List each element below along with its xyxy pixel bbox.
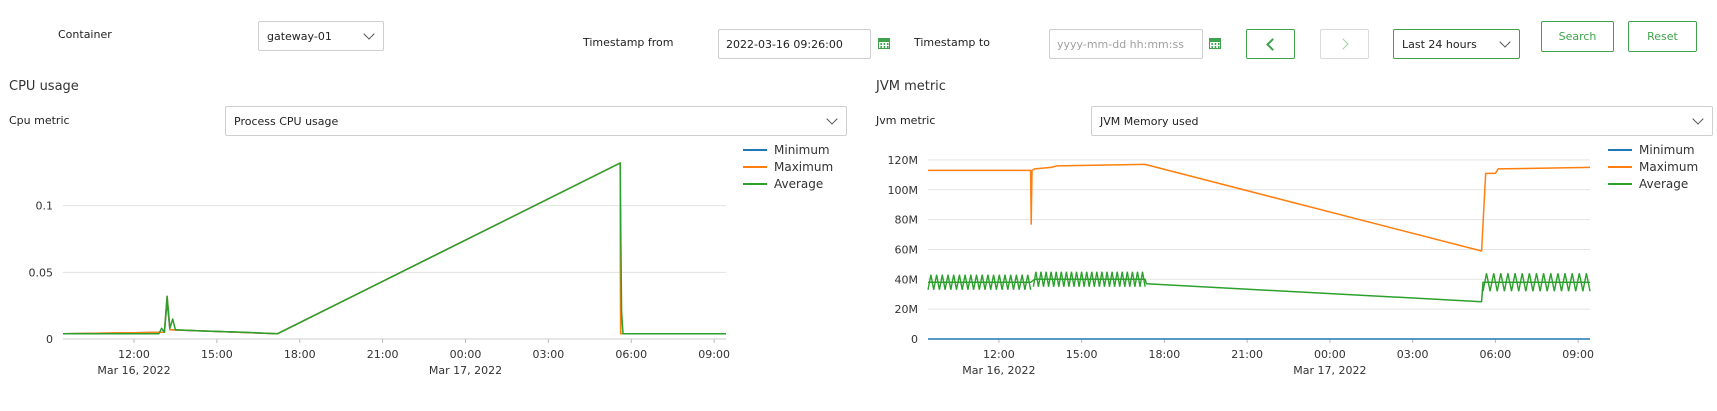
cpu-metric-select[interactable]: Process CPU usage [225,106,847,136]
previous-range-button[interactable] [1246,29,1295,59]
search-button[interactable]: Search [1541,21,1614,52]
x-tick-label: 12:00 [118,348,150,361]
container-select[interactable]: gateway-01 [258,21,384,51]
series-line-average [927,274,1032,290]
series-line-maximum [928,163,1591,252]
next-range-button[interactable] [1320,29,1369,59]
timestamp-to-input[interactable]: yyyy-mm-dd hh:mm:ss [1049,29,1203,59]
range-select-value: Last 24 hours [1402,37,1477,51]
chevron-down-icon [1499,36,1511,48]
chevron-down-icon [363,28,375,40]
jvm-panel-title: JVM metric [876,79,946,94]
legend-label-minimum: Minimum [1639,143,1695,157]
reset-button[interactable]: Reset [1628,21,1697,52]
chevron-down-icon [826,113,838,125]
legend-label-average: Average [1639,177,1688,191]
x-tick-label: 09:00 [698,348,730,361]
series-line-average [928,278,1590,303]
cpu-usage-chart: 0 0.05 0.1 12:00 15:00 18:00 21:00 00:00 03:00 06… [29,143,834,377]
x-date-label: Mar 16, 2022 [962,364,1035,377]
container-select-value: gateway-01 [267,29,332,43]
y-tick-label: 80M [895,214,919,227]
series-line-average [1482,273,1591,292]
chevron-left-icon [1266,37,1279,51]
x-date-label: Mar 17, 2022 [1293,364,1366,377]
x-tick-label: 00:00 [450,348,482,361]
calendar-icon[interactable] [1209,37,1221,49]
x-tick-label: 03:00 [533,348,565,361]
y-tick-label: 120M [888,154,919,167]
x-tick-label: 18:00 [284,348,316,361]
timestamp-from-label: Timestamp from [583,36,674,49]
y-tick-label: 20M [895,303,919,316]
timestamp-to-placeholder: yyyy-mm-dd hh:mm:ss [1057,37,1184,51]
timestamp-from-input[interactable]: 2022-03-16 09:26:00 [718,29,871,59]
jvm-metric-select[interactable]: JVM Memory used [1091,106,1713,136]
x-tick-label: 15:00 [1066,348,1098,361]
x-tick-label: 12:00 [983,348,1015,361]
y-tick-label: 40M [895,273,919,286]
jvm-metric-chart: 0 20M 40M 60M 80M 100M 120M 12:00 15:00 18:00 21:0… [888,143,1699,377]
y-tick-label: 100M [888,184,919,197]
legend-label-minimum: Minimum [774,143,830,157]
legend-label-maximum: Maximum [1639,160,1698,174]
x-date-label: Mar 17, 2022 [429,364,502,377]
chevron-down-icon [1692,113,1704,125]
series-line-average [1032,271,1146,287]
jvm-metric-label: Jvm metric [876,114,936,127]
container-label: Container [58,28,112,41]
jvm-metric-select-value: JVM Memory used [1100,114,1199,128]
x-tick-label: 15:00 [201,348,233,361]
y-tick-label: 60M [895,243,919,256]
y-tick-label: 0 [46,333,53,346]
cpu-metric-select-value: Process CPU usage [234,114,339,128]
x-tick-label: 03:00 [1397,348,1429,361]
series-line-average [63,162,726,335]
x-tick-label: 21:00 [367,348,399,361]
range-select[interactable]: Last 24 hours [1393,29,1520,59]
timestamp-from-value: 2022-03-16 09:26:00 [726,37,843,51]
x-tick-label: 18:00 [1149,348,1181,361]
x-tick-label: 06:00 [1480,348,1512,361]
series-line-maximum [62,162,726,335]
calendar-icon[interactable] [878,37,890,49]
y-tick-label: 0.1 [36,200,54,213]
legend-label-maximum: Maximum [774,160,833,174]
chevron-right-icon [1336,38,1349,50]
timestamp-to-label: Timestamp to [914,36,990,49]
x-date-label: Mar 16, 2022 [97,364,170,377]
cpu-panel-title: CPU usage [9,79,79,94]
series-line-minimum [62,162,726,335]
y-tick-label: 0 [911,333,918,346]
x-tick-label: 21:00 [1231,348,1263,361]
y-tick-label: 0.05 [29,266,54,279]
legend-label-average: Average [774,177,823,191]
x-tick-label: 06:00 [615,348,647,361]
cpu-metric-label: Cpu metric [9,114,70,127]
x-tick-label: 09:00 [1562,348,1594,361]
x-tick-label: 00:00 [1314,348,1346,361]
